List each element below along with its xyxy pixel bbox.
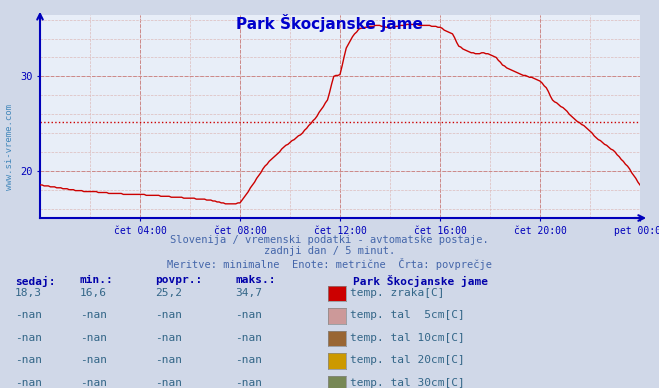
Text: -nan: -nan — [15, 310, 42, 320]
Text: sedaj:: sedaj: — [15, 275, 55, 286]
Text: -nan: -nan — [155, 378, 182, 388]
Text: Meritve: minimalne  Enote: metrične  Črta: povprečje: Meritve: minimalne Enote: metrične Črta:… — [167, 258, 492, 270]
Text: 18,3: 18,3 — [15, 288, 42, 298]
Text: -nan: -nan — [80, 333, 107, 343]
Text: -nan: -nan — [235, 355, 262, 365]
Text: min.:: min.: — [80, 275, 114, 286]
Text: -nan: -nan — [155, 310, 182, 320]
Text: temp. tal 10cm[C]: temp. tal 10cm[C] — [350, 333, 465, 343]
Text: temp. zraka[C]: temp. zraka[C] — [350, 288, 444, 298]
Text: povpr.:: povpr.: — [155, 275, 202, 286]
Text: Slovenija / vremenski podatki - avtomatske postaje.: Slovenija / vremenski podatki - avtomats… — [170, 235, 489, 245]
Text: -nan: -nan — [80, 310, 107, 320]
Text: -nan: -nan — [15, 355, 42, 365]
Text: -nan: -nan — [80, 355, 107, 365]
Text: temp. tal 30cm[C]: temp. tal 30cm[C] — [350, 378, 465, 388]
Text: www.si-vreme.com: www.si-vreme.com — [5, 104, 14, 191]
Text: Park Škocjanske jame: Park Škocjanske jame — [236, 14, 423, 31]
Text: -nan: -nan — [155, 333, 182, 343]
Text: -nan: -nan — [155, 355, 182, 365]
Text: -nan: -nan — [15, 333, 42, 343]
Text: 34,7: 34,7 — [235, 288, 262, 298]
Text: zadnji dan / 5 minut.: zadnji dan / 5 minut. — [264, 246, 395, 256]
Text: temp. tal 20cm[C]: temp. tal 20cm[C] — [350, 355, 465, 365]
Text: 16,6: 16,6 — [80, 288, 107, 298]
Text: -nan: -nan — [235, 333, 262, 343]
Text: maks.:: maks.: — [235, 275, 275, 286]
Text: temp. tal  5cm[C]: temp. tal 5cm[C] — [350, 310, 465, 320]
Text: -nan: -nan — [235, 378, 262, 388]
Text: Park Škocjanske jame: Park Škocjanske jame — [353, 275, 488, 288]
Text: -nan: -nan — [80, 378, 107, 388]
Text: -nan: -nan — [235, 310, 262, 320]
Text: -nan: -nan — [15, 378, 42, 388]
Text: 25,2: 25,2 — [155, 288, 182, 298]
